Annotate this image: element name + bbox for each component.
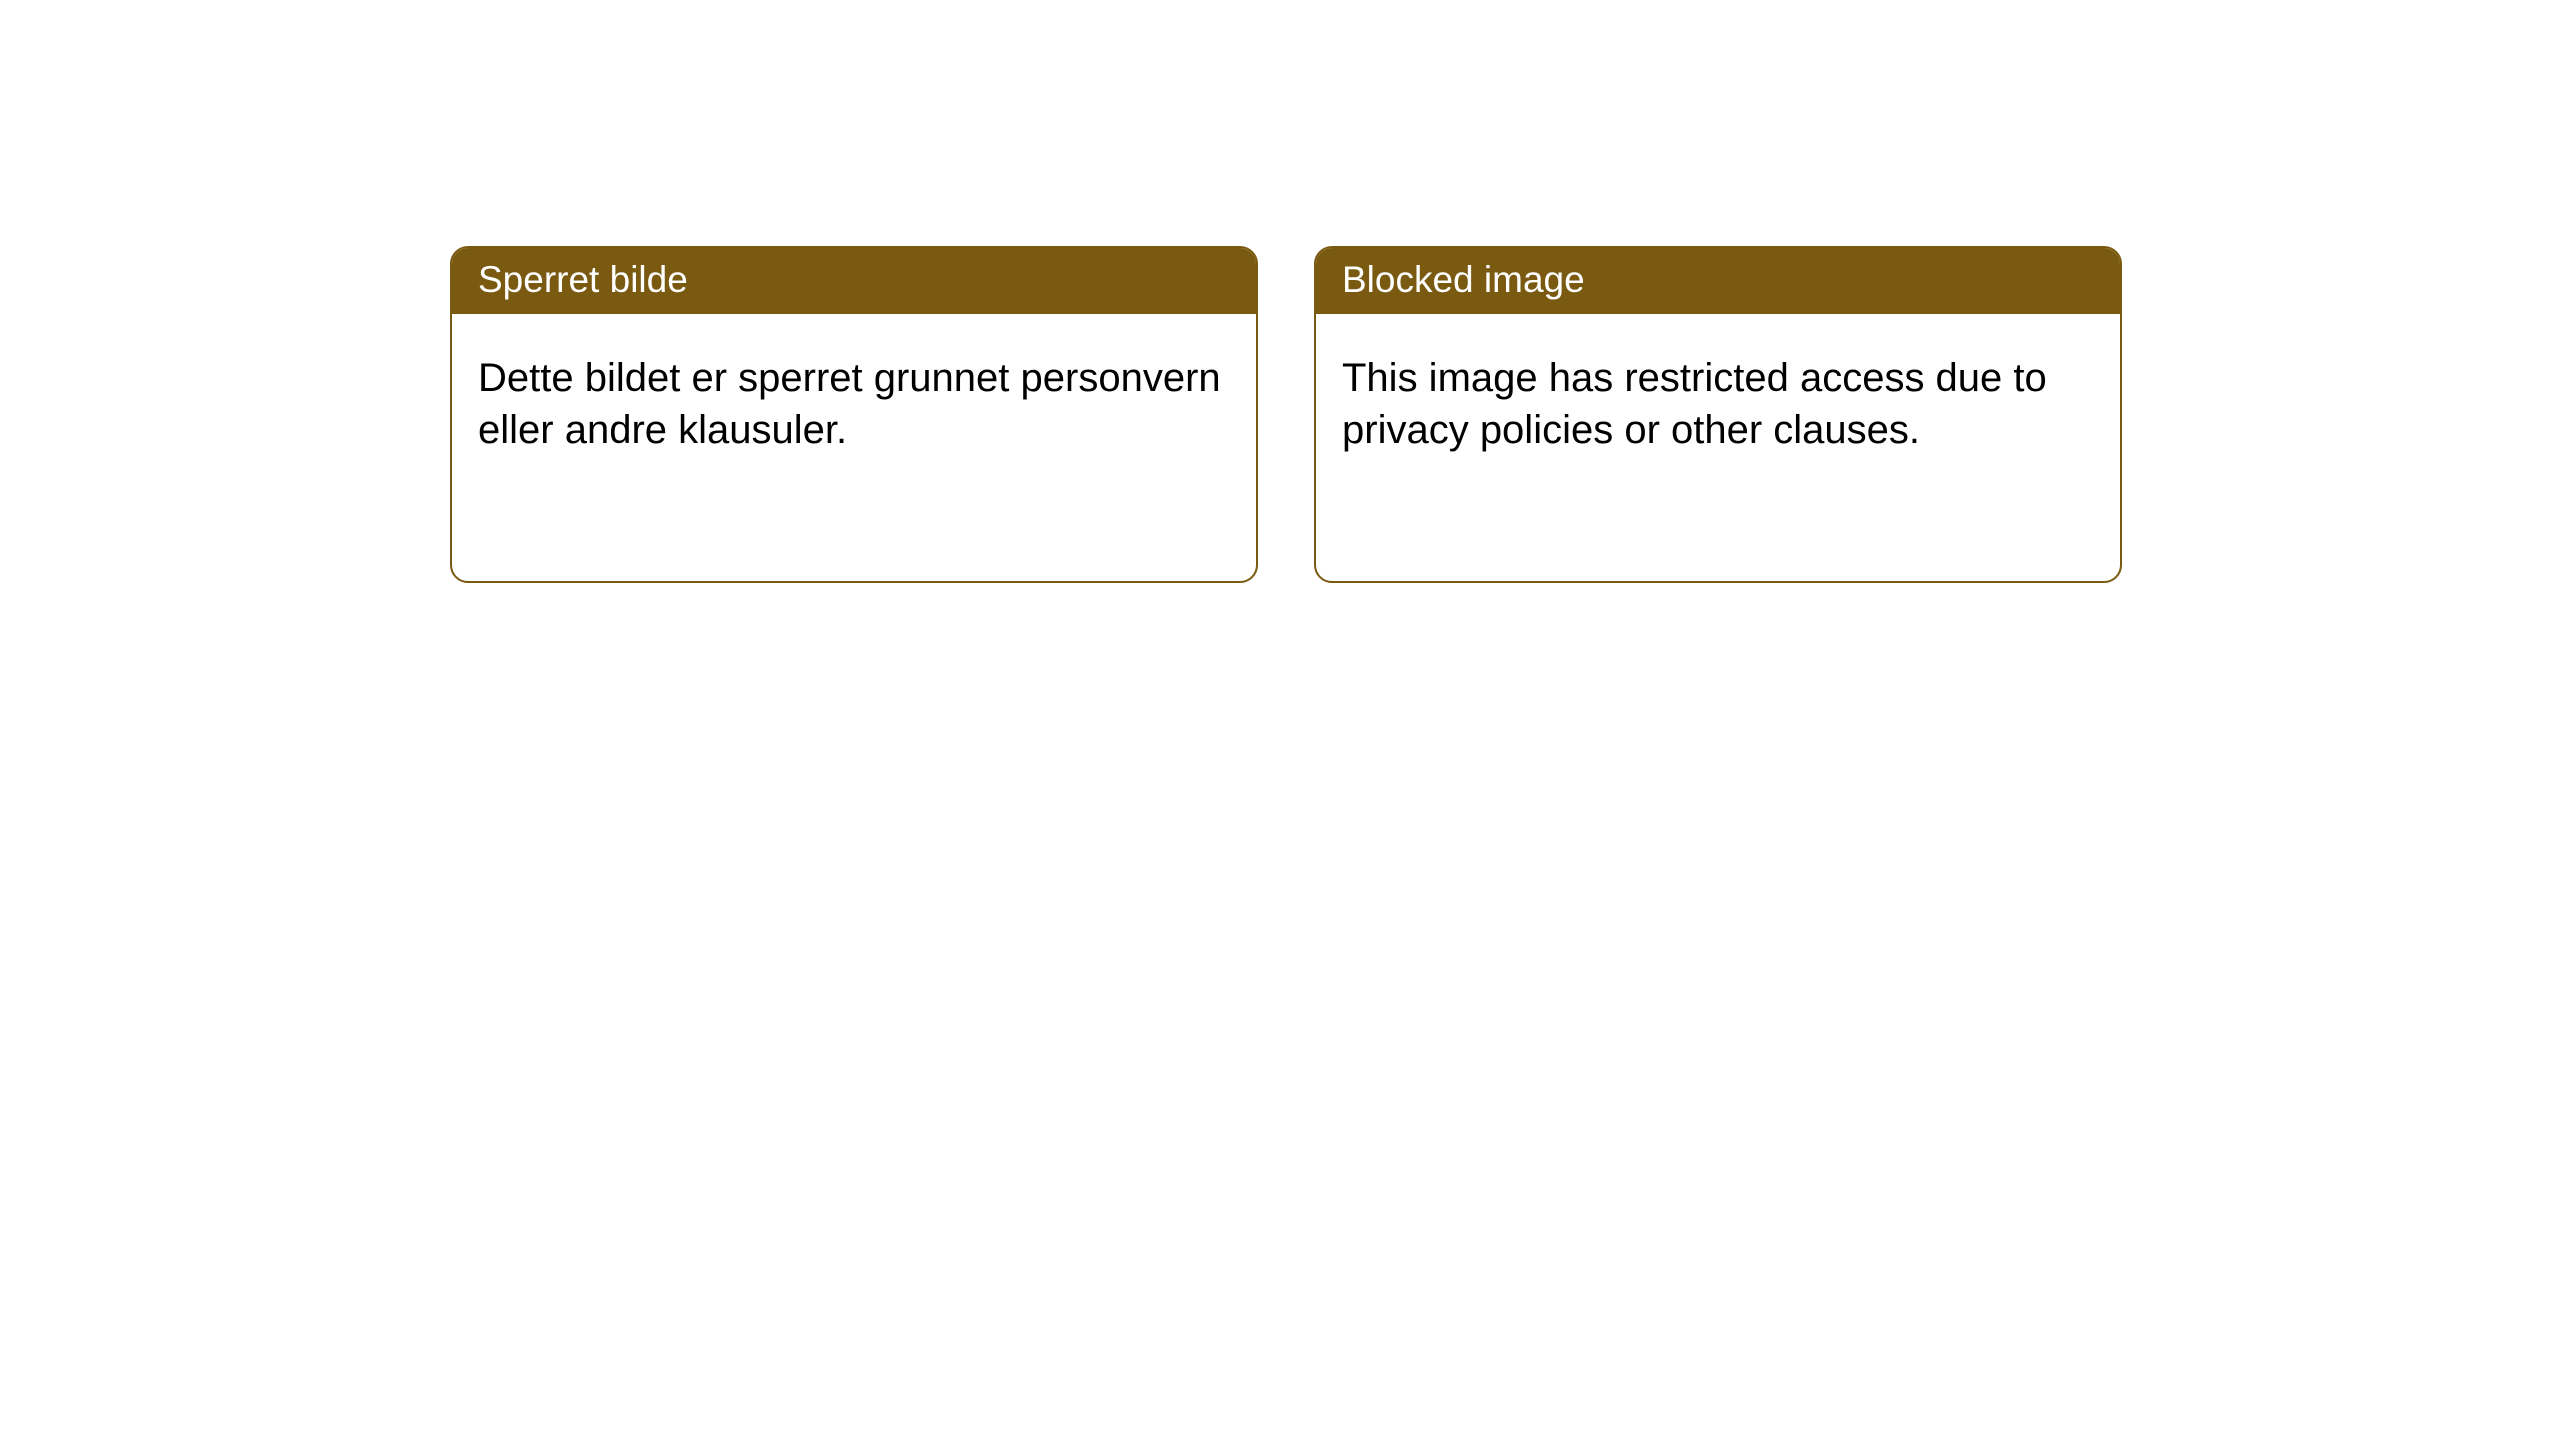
notice-card-en: Blocked image This image has restricted … (1314, 246, 2122, 583)
notice-header-en: Blocked image (1316, 248, 2120, 314)
notice-header-no: Sperret bilde (452, 248, 1256, 314)
notice-card-no: Sperret bilde Dette bildet er sperret gr… (450, 246, 1258, 583)
notice-body-en: This image has restricted access due to … (1316, 314, 2120, 482)
notice-container: Sperret bilde Dette bildet er sperret gr… (0, 0, 2560, 583)
notice-body-no: Dette bildet er sperret grunnet personve… (452, 314, 1256, 482)
